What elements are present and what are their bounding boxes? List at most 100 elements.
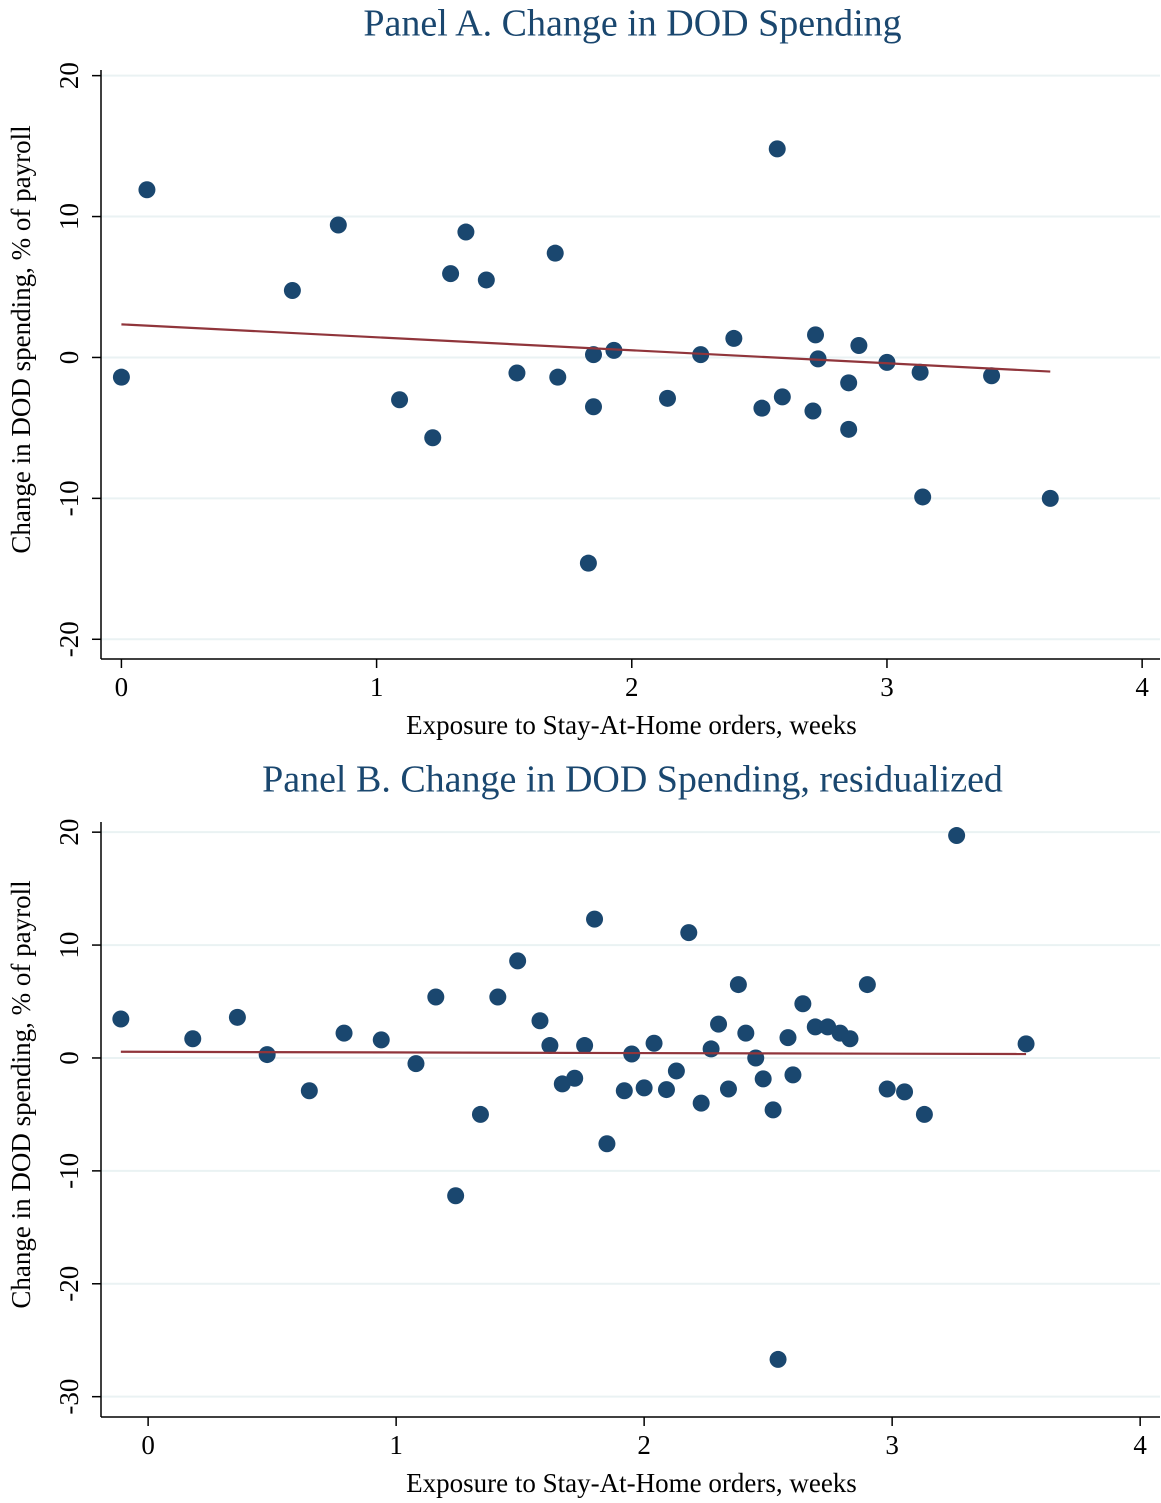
- point: [579, 554, 597, 572]
- x-tick-label: 2: [637, 1430, 651, 1460]
- x-tick-label: 1: [370, 672, 384, 702]
- x-tick-label: 1: [389, 1430, 403, 1460]
- point: [729, 976, 747, 994]
- x-tick-label: 4: [1133, 1430, 1147, 1460]
- point: [112, 368, 130, 386]
- point: [692, 1094, 710, 1112]
- point: [477, 271, 495, 289]
- x-axis-title: Exposure to Stay-At-Home orders, weeks: [406, 710, 857, 740]
- point: [764, 1101, 782, 1119]
- point: [850, 336, 868, 354]
- point: [657, 1081, 675, 1099]
- point: [915, 1105, 933, 1123]
- y-tick-label: 10: [54, 932, 84, 959]
- fit-line: [120, 1050, 1027, 1056]
- point: [372, 1031, 390, 1049]
- point: [754, 1070, 772, 1088]
- y-tick-label: 20: [54, 819, 84, 846]
- x-axis-title: Exposure to Stay-At-Home orders, weeks: [406, 1468, 857, 1498]
- point: [702, 1040, 720, 1058]
- point: [779, 1029, 797, 1047]
- point: [878, 1080, 896, 1098]
- point: [773, 388, 791, 406]
- point: [914, 488, 932, 506]
- point: [1017, 1035, 1035, 1053]
- point: [948, 827, 966, 845]
- point: [747, 1049, 765, 1067]
- point: [983, 367, 1001, 385]
- y-tick-label: 0: [54, 351, 84, 365]
- x-tick-label: 3: [885, 1430, 899, 1460]
- point: [566, 1069, 584, 1087]
- point: [576, 1037, 594, 1055]
- point: [794, 995, 812, 1013]
- point: [184, 1030, 202, 1048]
- x-tick-label: 2: [625, 672, 639, 702]
- point: [710, 1015, 728, 1033]
- point: [804, 402, 822, 420]
- point: [753, 399, 771, 417]
- point: [584, 346, 602, 364]
- point: [667, 1062, 685, 1080]
- y-tick-label: 20: [54, 62, 84, 89]
- point: [841, 1030, 859, 1048]
- point: [424, 429, 442, 447]
- y-tick-label: -20: [54, 621, 84, 657]
- y-axis-title: Change in DOD spending, % of payroll: [6, 125, 36, 553]
- point: [457, 223, 475, 241]
- point: [858, 976, 876, 994]
- point: [549, 368, 567, 386]
- point: [807, 326, 825, 344]
- point: [806, 1018, 824, 1036]
- point: [335, 1024, 353, 1042]
- point: [489, 988, 507, 1006]
- point: [645, 1034, 663, 1052]
- point: [329, 216, 347, 234]
- point: [471, 1105, 489, 1123]
- point: [228, 1008, 246, 1026]
- point: [896, 1083, 914, 1101]
- x-tick-label: 0: [141, 1430, 155, 1460]
- fit-line: [121, 323, 1051, 373]
- point: [598, 1135, 616, 1153]
- point: [508, 364, 526, 382]
- point: [1041, 489, 1059, 507]
- y-tick-label: 10: [54, 203, 84, 230]
- y-tick-label: -30: [54, 1379, 84, 1415]
- point: [407, 1055, 425, 1073]
- point: [615, 1082, 633, 1100]
- point: [442, 265, 460, 283]
- y-tick-label: 0: [54, 1051, 84, 1065]
- point: [391, 391, 409, 409]
- point: [769, 1350, 787, 1368]
- panel-title: Panel B. Change in DOD Spending, residua…: [262, 759, 1003, 801]
- point: [112, 1010, 130, 1028]
- point: [659, 389, 677, 407]
- point: [138, 181, 156, 199]
- x-tick-label: 4: [1135, 672, 1149, 702]
- point: [737, 1024, 755, 1042]
- point: [541, 1037, 559, 1055]
- y-tick-label: -10: [54, 1153, 84, 1189]
- point: [584, 398, 602, 416]
- point: [840, 420, 858, 438]
- point: [509, 952, 527, 970]
- point: [911, 363, 929, 381]
- point: [283, 282, 301, 300]
- point: [531, 1012, 549, 1030]
- point: [546, 244, 564, 262]
- point: [586, 910, 604, 928]
- panel-title: Panel A. Change in DOD Spending: [363, 3, 901, 45]
- point: [258, 1046, 276, 1064]
- point: [719, 1080, 737, 1098]
- point: [725, 329, 743, 347]
- point: [447, 1187, 465, 1205]
- y-tick-label: -20: [54, 1266, 84, 1302]
- point: [427, 988, 445, 1006]
- point: [768, 140, 786, 158]
- point: [784, 1066, 802, 1084]
- y-axis-title: Change in DOD spending, % of payroll: [6, 880, 36, 1308]
- y-tick-label: -10: [54, 480, 84, 516]
